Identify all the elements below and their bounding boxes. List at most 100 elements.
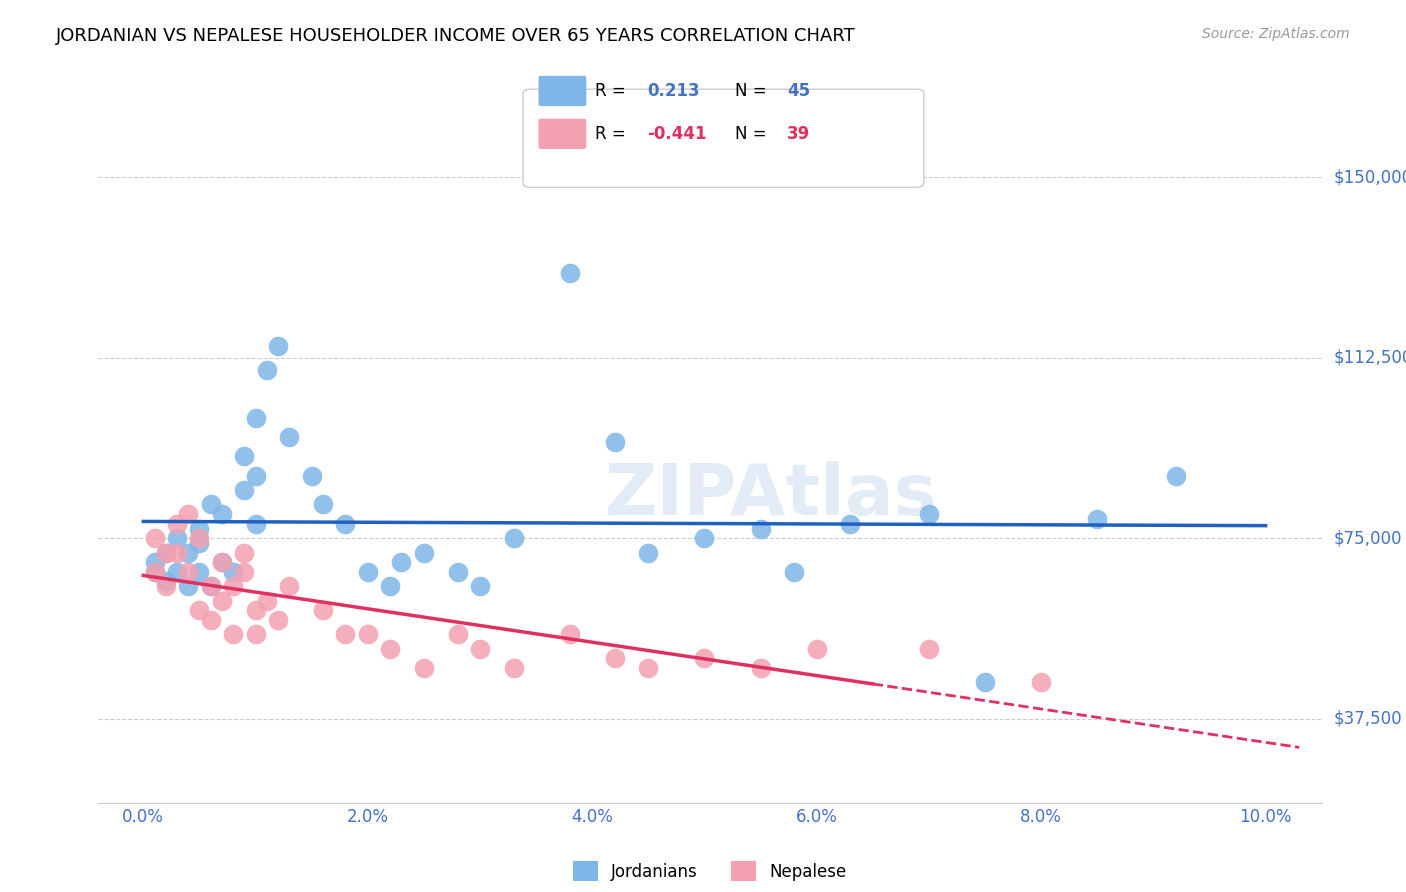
Point: [558, 627, 581, 641]
Point: [357, 565, 380, 579]
Point: [233, 450, 256, 464]
Point: [918, 507, 941, 521]
Text: 0.213: 0.213: [647, 82, 699, 100]
Point: [233, 545, 256, 559]
Point: [233, 565, 256, 579]
Point: [502, 661, 524, 675]
Point: [155, 579, 177, 593]
Point: [603, 434, 626, 449]
Point: [188, 521, 211, 535]
Point: [558, 267, 581, 281]
Point: [177, 545, 200, 559]
Point: [502, 531, 524, 545]
Point: [278, 430, 301, 444]
Point: [380, 641, 402, 656]
Point: [446, 565, 468, 579]
Point: [256, 593, 278, 607]
Point: [468, 579, 491, 593]
Point: [412, 545, 434, 559]
Point: [335, 516, 357, 531]
Point: [222, 565, 245, 579]
Text: $150,000: $150,000: [1334, 169, 1406, 186]
Point: [267, 613, 290, 627]
Point: [245, 410, 267, 425]
Point: [267, 338, 290, 352]
Point: [222, 627, 245, 641]
Point: [446, 627, 468, 641]
Point: [166, 516, 188, 531]
Point: [278, 579, 301, 593]
Text: -0.441: -0.441: [647, 125, 706, 143]
Text: N =: N =: [735, 125, 766, 143]
Point: [200, 613, 222, 627]
Point: [312, 498, 335, 512]
Point: [918, 641, 941, 656]
Point: [200, 579, 222, 593]
Point: [391, 555, 413, 569]
Point: [143, 555, 166, 569]
Point: [155, 574, 177, 589]
Point: [245, 516, 267, 531]
Point: [1085, 512, 1108, 526]
Point: [177, 565, 200, 579]
Point: [749, 521, 772, 535]
Point: [211, 555, 233, 569]
Point: [637, 545, 659, 559]
Point: [693, 651, 716, 665]
Point: [166, 531, 188, 545]
Point: [211, 593, 233, 607]
Point: [177, 507, 200, 521]
Point: [806, 641, 828, 656]
Point: [637, 661, 659, 675]
Text: R =: R =: [595, 125, 626, 143]
Point: [233, 483, 256, 497]
Point: [143, 565, 166, 579]
Point: [245, 603, 267, 617]
Text: JORDANIAN VS NEPALESE HOUSEHOLDER INCOME OVER 65 YEARS CORRELATION CHART: JORDANIAN VS NEPALESE HOUSEHOLDER INCOME…: [56, 27, 856, 45]
Text: $75,000: $75,000: [1334, 529, 1402, 547]
Point: [188, 531, 211, 545]
Point: [143, 565, 166, 579]
Text: ZIPAtlas: ZIPAtlas: [605, 461, 938, 530]
Point: [245, 468, 267, 483]
Point: [143, 531, 166, 545]
Point: [357, 627, 380, 641]
Point: [301, 468, 323, 483]
Text: $37,500: $37,500: [1334, 710, 1403, 728]
Point: [693, 531, 716, 545]
Point: [188, 565, 211, 579]
Point: [155, 545, 177, 559]
Point: [245, 627, 267, 641]
Point: [200, 579, 222, 593]
Point: [188, 603, 211, 617]
Point: [839, 516, 862, 531]
Point: [1029, 675, 1052, 690]
Point: [177, 579, 200, 593]
Point: [749, 661, 772, 675]
Text: R =: R =: [595, 82, 626, 100]
Text: 45: 45: [787, 82, 810, 100]
Point: [166, 565, 188, 579]
Point: [1164, 468, 1187, 483]
Text: 39: 39: [787, 125, 811, 143]
Point: [335, 627, 357, 641]
Point: [603, 651, 626, 665]
Legend: Jordanians, Nepalese: Jordanians, Nepalese: [565, 853, 855, 889]
Point: [200, 498, 222, 512]
Point: [256, 362, 278, 376]
Point: [468, 641, 491, 656]
Point: [380, 579, 402, 593]
Point: [211, 555, 233, 569]
Point: [166, 545, 188, 559]
Point: [974, 675, 997, 690]
Point: [188, 536, 211, 550]
Point: [312, 603, 335, 617]
Point: [211, 507, 233, 521]
Point: [783, 565, 806, 579]
Text: Source: ZipAtlas.com: Source: ZipAtlas.com: [1202, 27, 1350, 41]
Point: [412, 661, 434, 675]
Point: [155, 545, 177, 559]
Point: [222, 579, 245, 593]
Text: $112,500: $112,500: [1334, 349, 1406, 367]
Text: N =: N =: [735, 82, 766, 100]
